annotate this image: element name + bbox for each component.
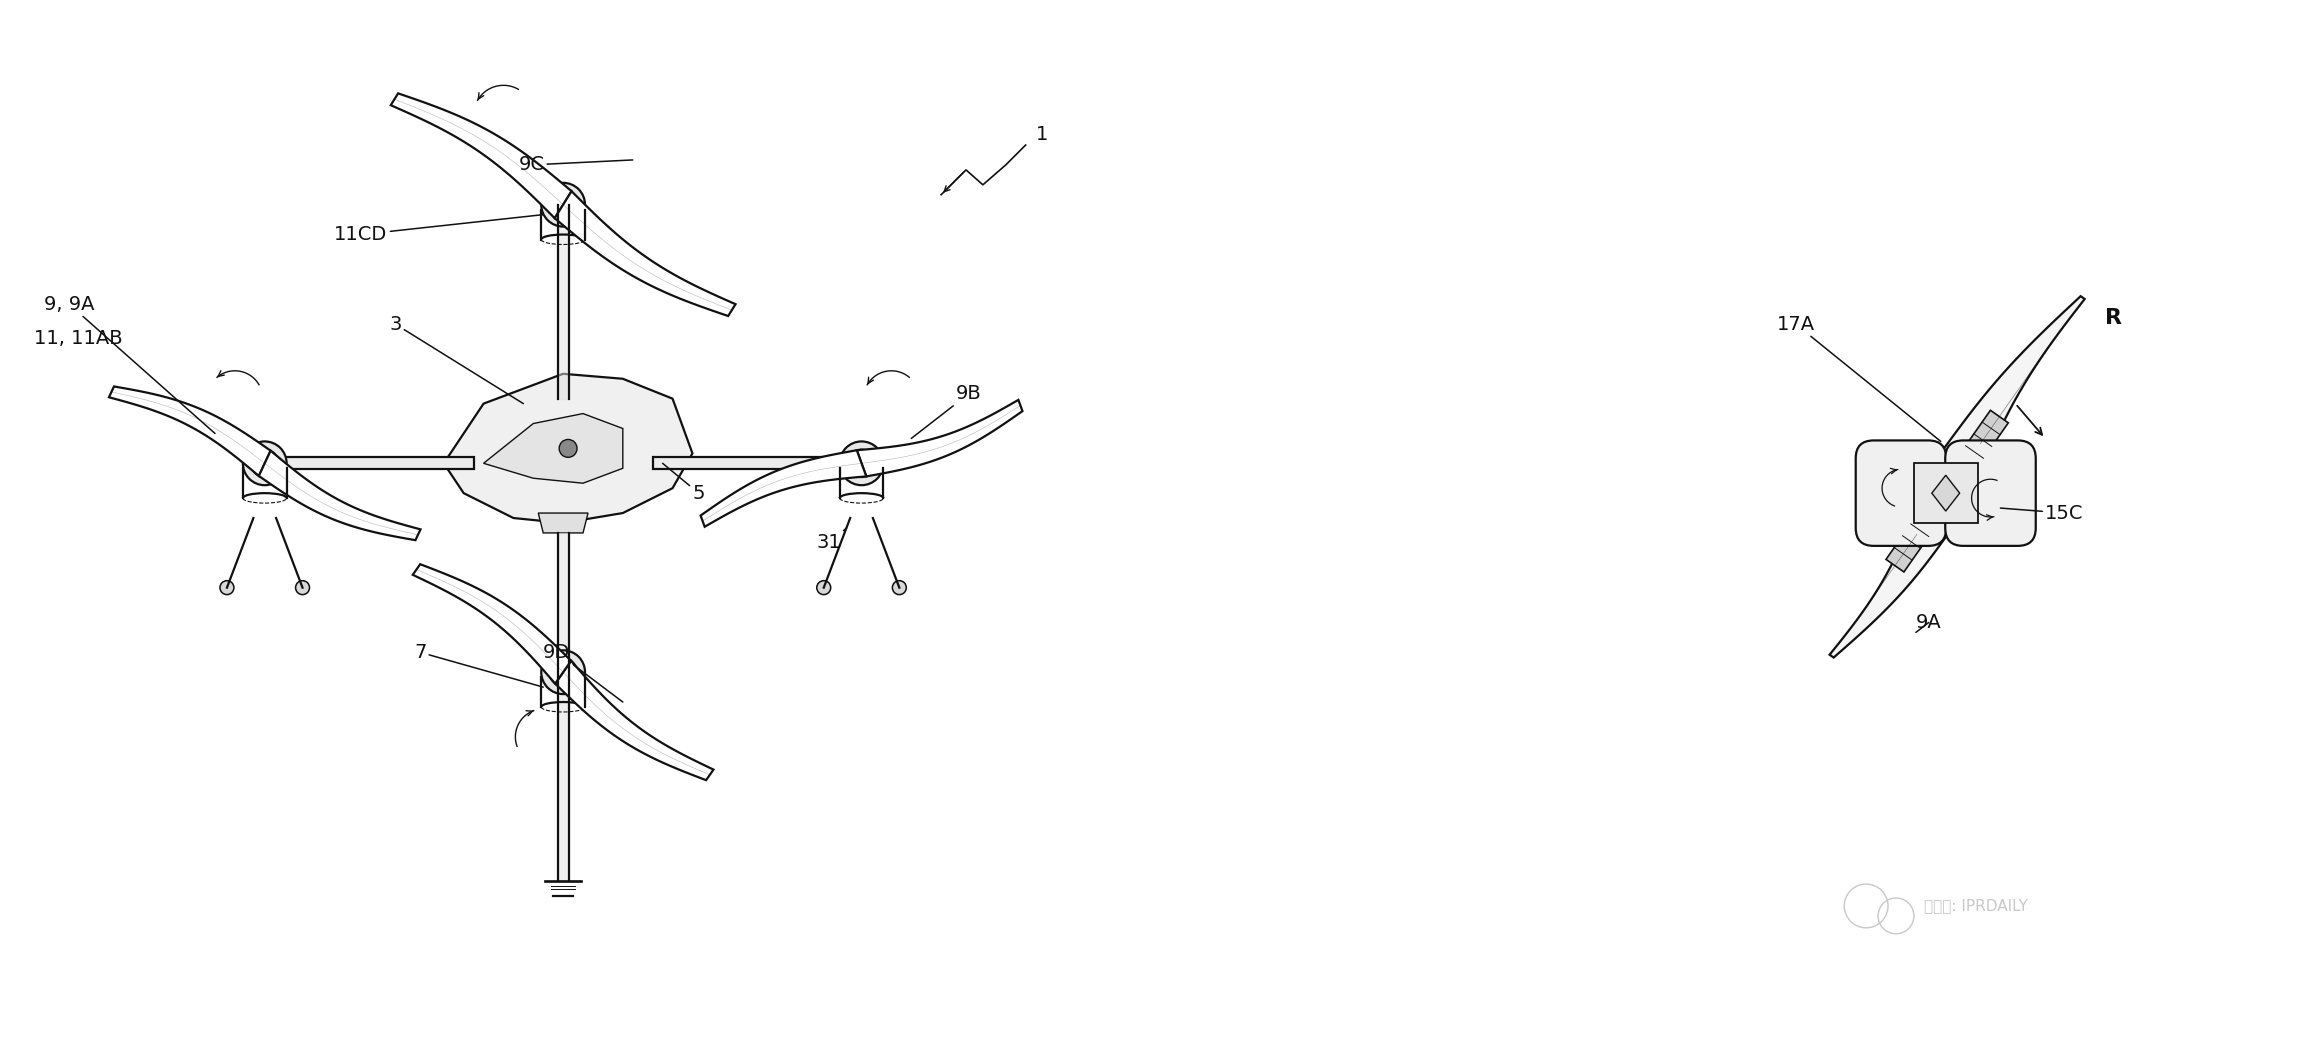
Polygon shape: [1829, 478, 1967, 657]
Polygon shape: [260, 451, 421, 540]
Circle shape: [221, 581, 234, 595]
Polygon shape: [554, 191, 735, 316]
Polygon shape: [444, 373, 692, 523]
Text: 31: 31: [816, 528, 846, 553]
Circle shape: [244, 441, 287, 485]
Text: 9B: 9B: [912, 384, 981, 438]
Text: 17A: 17A: [1776, 315, 1942, 441]
Circle shape: [892, 581, 905, 595]
Circle shape: [839, 441, 882, 485]
Circle shape: [542, 183, 586, 226]
Polygon shape: [1933, 476, 1960, 511]
Text: 9C: 9C: [519, 155, 632, 174]
Circle shape: [250, 450, 278, 478]
Text: 11, 11AB: 11, 11AB: [34, 329, 122, 348]
Bar: [653, 457, 862, 469]
Polygon shape: [857, 399, 1023, 477]
Polygon shape: [391, 94, 572, 218]
Circle shape: [549, 658, 577, 686]
Polygon shape: [556, 661, 712, 780]
Text: 1: 1: [1036, 125, 1048, 144]
Bar: [1914, 463, 1979, 523]
Polygon shape: [1958, 410, 2008, 470]
Text: 9D: 9D: [542, 642, 623, 702]
FancyBboxPatch shape: [1857, 440, 1946, 545]
Bar: [264, 457, 473, 469]
Circle shape: [296, 581, 310, 595]
Polygon shape: [108, 387, 271, 476]
Circle shape: [556, 665, 570, 679]
Text: 11CD: 11CD: [336, 215, 542, 244]
Text: 微信號: IPRDAILY: 微信號: IPRDAILY: [1923, 898, 2027, 914]
Circle shape: [816, 581, 830, 595]
Circle shape: [855, 457, 869, 470]
Text: 7: 7: [414, 642, 542, 687]
Text: 9A: 9A: [1917, 613, 1942, 632]
Text: 5: 5: [662, 463, 705, 503]
Text: R: R: [2105, 308, 2121, 329]
Polygon shape: [414, 564, 572, 683]
Circle shape: [558, 439, 577, 457]
Text: 15C: 15C: [2002, 504, 2084, 523]
Polygon shape: [701, 451, 866, 527]
Polygon shape: [1887, 512, 1937, 572]
Circle shape: [257, 457, 271, 470]
Circle shape: [556, 198, 570, 212]
Circle shape: [542, 650, 586, 694]
Text: 9, 9A: 9, 9A: [44, 295, 216, 434]
Polygon shape: [1921, 296, 2084, 510]
Polygon shape: [538, 513, 588, 533]
FancyBboxPatch shape: [1944, 440, 2036, 545]
Circle shape: [549, 191, 577, 219]
Polygon shape: [483, 414, 623, 483]
Circle shape: [848, 450, 876, 478]
Text: 3: 3: [388, 315, 524, 404]
